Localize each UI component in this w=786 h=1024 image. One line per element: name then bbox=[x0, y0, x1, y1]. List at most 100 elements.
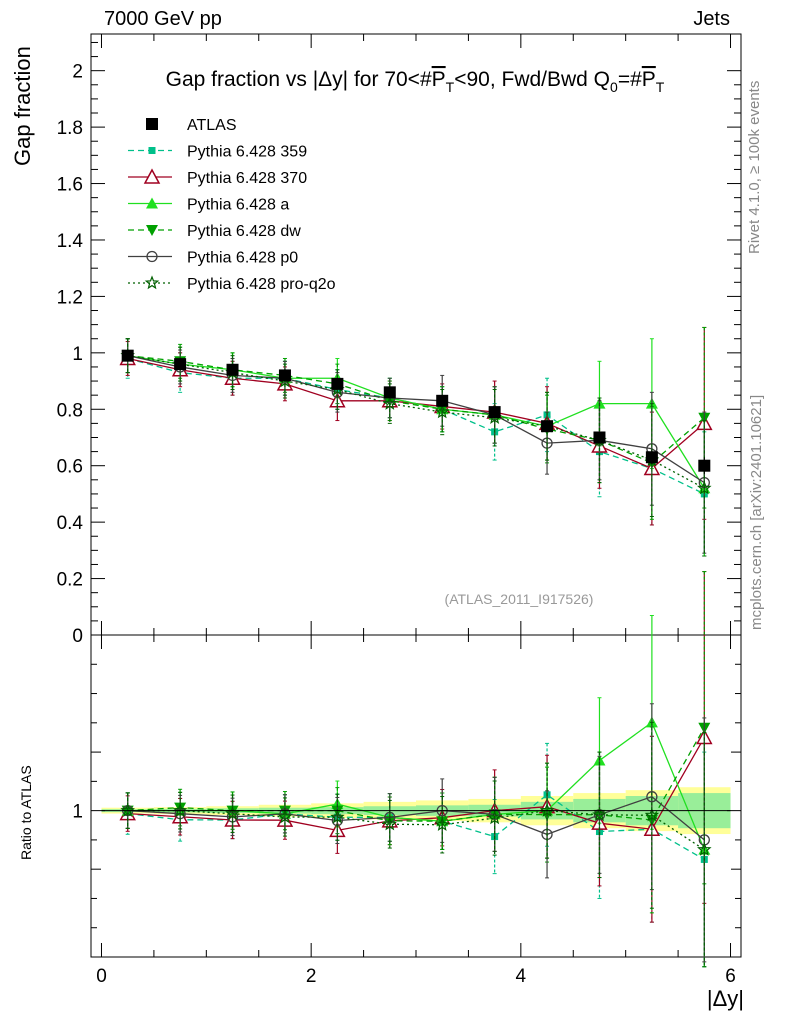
atlas-data-point bbox=[488, 406, 501, 419]
rivet-version-note: Rivet 4.1.0, ≥ 100k events bbox=[746, 80, 763, 254]
legend-marker-pa-shape bbox=[146, 197, 158, 209]
atlas-data-point-shape bbox=[174, 358, 187, 371]
atlas-data-point bbox=[645, 451, 658, 464]
atlas-data-point-shape bbox=[436, 394, 449, 407]
ratio-point-pq2o bbox=[644, 807, 660, 822]
ratio-point-pq2o bbox=[277, 809, 293, 824]
ratio-series-line-pa bbox=[127, 721, 705, 850]
ratio-point-pq2o bbox=[382, 816, 398, 831]
point-pq2o bbox=[434, 404, 450, 419]
series-line-pdw bbox=[127, 355, 705, 464]
ratio-point-pp0 bbox=[646, 791, 658, 803]
legend-label-atlas: ATLAS bbox=[187, 117, 237, 134]
atlas-data-point-shape bbox=[593, 431, 606, 444]
ratio-point-pq2o-shape bbox=[225, 806, 240, 820]
chart-title-part: P bbox=[432, 68, 446, 91]
chart-title-part: P bbox=[642, 68, 656, 91]
ratio-series-line-pdw bbox=[127, 727, 705, 822]
legend-marker-atlas bbox=[146, 118, 158, 130]
main-y-tick-label: 0.4 bbox=[57, 513, 84, 534]
ratio-point-pq2o bbox=[434, 817, 450, 831]
point-pq2o bbox=[697, 480, 712, 495]
chart-title-part: =# bbox=[618, 68, 642, 91]
series-line-p370 bbox=[127, 357, 705, 470]
ratio-point-pq2o-shape bbox=[277, 809, 293, 824]
main-y-tick-label: 1.2 bbox=[57, 287, 83, 308]
legend-label-pa: Pythia 6.428 a bbox=[187, 197, 289, 214]
legend-label-pq2o: Pythia 6.428 pro-q2o bbox=[187, 276, 336, 293]
ratio-point-pq2o bbox=[539, 802, 555, 817]
y-axis-label: Gap fraction bbox=[10, 46, 35, 166]
main-y-tick-label: 2 bbox=[72, 62, 83, 83]
header-energy: 7000 GeV pp bbox=[104, 8, 222, 30]
atlas-data-point bbox=[331, 377, 344, 390]
atlas-data-point-shape bbox=[488, 406, 501, 419]
atlas-data-point-shape bbox=[698, 459, 711, 472]
atlas-data-point-shape bbox=[645, 451, 658, 464]
chart-title: Gap fraction vs |Δy| for 70<#PT<90, Fwd/… bbox=[166, 68, 665, 95]
analysis-watermark: (ATLAS_2011_I917526) bbox=[445, 591, 594, 607]
atlas-data-point bbox=[383, 386, 396, 399]
point-pq2o bbox=[382, 395, 398, 410]
x-tick-label: 0 bbox=[96, 966, 107, 987]
chart-title-part: T bbox=[446, 79, 455, 95]
ratio-point-pq2o-shape bbox=[434, 817, 450, 831]
x-axis-label: |Δy| bbox=[706, 986, 744, 1011]
ratio-point-pq2o bbox=[120, 802, 135, 817]
ratio-point-pq2o-shape bbox=[120, 802, 135, 817]
main-y-tick-label: 1.6 bbox=[57, 175, 83, 196]
atlas-data-point-shape bbox=[226, 363, 239, 376]
ratio-point-pq2o-shape bbox=[644, 807, 660, 822]
ratio-point-pp0-shape bbox=[646, 791, 658, 803]
main-y-tick-label: 0.2 bbox=[57, 570, 83, 591]
main-y-tick-label: 0.6 bbox=[57, 457, 83, 478]
ratio-point-pq2o bbox=[697, 842, 712, 856]
atlas-data-point-shape bbox=[331, 377, 344, 390]
chart-title-part: <90, Fwd/Bwd Q bbox=[454, 68, 610, 91]
ratio-point-pq2o bbox=[225, 806, 240, 820]
ratio-point-pq2o-shape bbox=[382, 816, 398, 831]
ratio-point-pq2o bbox=[172, 802, 188, 817]
atlas-data-point-shape bbox=[383, 386, 396, 399]
main-y-tick-label: 0.8 bbox=[57, 400, 83, 421]
atlas-data-point-shape bbox=[541, 420, 554, 433]
main-y-tick-label: 1.4 bbox=[57, 231, 84, 252]
x-tick-label: 6 bbox=[725, 966, 736, 987]
main-y-tick-label: 0 bbox=[72, 626, 83, 647]
ratio-series-line-pp0 bbox=[127, 795, 705, 841]
atlas-data-point bbox=[278, 369, 291, 382]
ratio-point-pq2o-shape bbox=[539, 802, 555, 817]
legend-marker-pq2o bbox=[144, 275, 160, 290]
chart-title-part: 0 bbox=[610, 79, 618, 95]
x-tick-label: 2 bbox=[306, 966, 317, 987]
atlas-data-point bbox=[436, 394, 449, 407]
ratio-point-pp0-shape bbox=[488, 808, 501, 820]
ratio-point-pq2o bbox=[487, 810, 502, 825]
ratio-point-pq2o-shape bbox=[697, 842, 712, 856]
atlas-data-point bbox=[698, 459, 711, 472]
legend-marker-atlas-shape bbox=[146, 118, 158, 130]
atlas-data-point bbox=[593, 431, 606, 444]
ratio-point-pq2o bbox=[592, 807, 607, 822]
mcplots-reference-note: mcplots.cern.ch [arXiv:2401.10621] bbox=[748, 394, 765, 630]
chart-title-part: Gap fraction vs |Δy| for 70<# bbox=[166, 68, 432, 91]
point-pq2o-shape bbox=[697, 480, 712, 495]
main-y-tick-label: 1 bbox=[72, 344, 83, 365]
chart-title-part: T bbox=[656, 79, 665, 95]
legend-marker-pdw-shape bbox=[146, 225, 158, 236]
ratio-point-pp0 bbox=[488, 808, 501, 820]
ratio-point-pq2o-shape bbox=[330, 809, 345, 824]
ratio-series-line-pq2o bbox=[127, 809, 705, 851]
atlas-data-point-shape bbox=[121, 349, 134, 362]
legend-label-pdw: Pythia 6.428 dw bbox=[187, 223, 301, 240]
x-tick-label: 4 bbox=[516, 966, 527, 987]
legend-marker-pa bbox=[146, 197, 158, 209]
ratio-y-axis-label: Ratio to ATLAS bbox=[18, 765, 34, 860]
series-line-pa bbox=[127, 355, 705, 489]
atlas-data-point bbox=[174, 358, 187, 371]
legend-marker-pp0-shape bbox=[146, 250, 158, 263]
ratio-y-tick-label: 1 bbox=[72, 802, 83, 823]
atlas-data-point-shape bbox=[278, 369, 291, 382]
point-pq2o-shape bbox=[382, 395, 398, 410]
ratio-point-pq2o-shape bbox=[592, 807, 607, 822]
